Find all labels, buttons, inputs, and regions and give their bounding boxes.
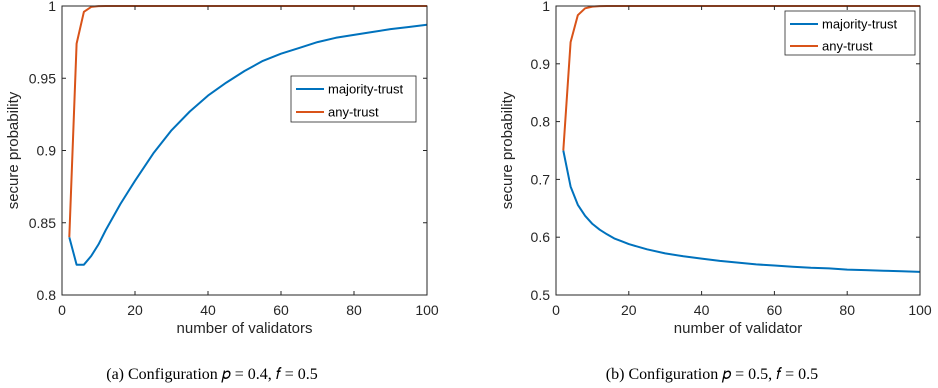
y-tick-label: 0.9: [37, 143, 57, 159]
chart-panel-a: 0 20 40 60 80 100 0.8 0.85 0.9 0.95 1 number of va…: [5, 0, 439, 383]
y-tick-label: 0.8: [37, 287, 57, 303]
y-tick-label: 0.8: [531, 114, 551, 130]
y-tick-label: 0.9: [531, 56, 551, 72]
axes-box: [555, 5, 921, 296]
chart-panel-b: 0 20 40 60 80 100 0.5 0.6 0.7 0.8 0.9 1 number of v…: [499, 0, 932, 383]
legend-label-majority-trust: majority-trust: [328, 82, 404, 97]
x-tick-label: 80: [346, 302, 362, 318]
x-tick-label: 100: [415, 302, 439, 318]
y-tick-label: 0.95: [29, 70, 56, 86]
x-tick-label: 0: [552, 302, 560, 318]
plot-area: [62, 6, 427, 295]
x-tick-label: 40: [200, 302, 216, 318]
legend: majority-trust any-trust: [290, 75, 417, 123]
x-tick-label: 60: [767, 302, 783, 318]
x-tick-label: 20: [621, 302, 637, 318]
x-tick-label: 80: [839, 302, 855, 318]
y-axis-label: secure probability: [5, 91, 22, 209]
legend-label-majority-trust: majority-trust: [822, 17, 898, 32]
legend-label-any-trust: any-trust: [328, 105, 379, 120]
ticks: 0 20 40 60 80 100 0.8 0.85 0.9 0.95 1: [29, 0, 439, 318]
legend-box: [784, 10, 916, 56]
legend: majority-trust any-trust: [784, 10, 916, 56]
legend-label-any-trust: any-trust: [822, 39, 873, 54]
y-axis-label: secure probability: [499, 91, 516, 209]
y-tick-label: 1: [542, 0, 550, 14]
x-tick-label: 40: [694, 302, 710, 318]
x-tick-label: 0: [58, 302, 66, 318]
y-tick-label: 0.7: [531, 171, 551, 187]
x-tick-label: 100: [908, 302, 932, 318]
caption-a: (a) Configuration 𝑝 = 0.4, 𝑓 = 0.5: [106, 366, 318, 383]
series-line-majority-trust: [562, 150, 920, 273]
caption-b: (b) Configuration 𝑝 = 0.5, 𝑓 = 0.5: [606, 366, 818, 383]
y-tick-label: 0.85: [29, 215, 56, 231]
legend-box: [290, 75, 417, 123]
series-line-majority-trust: [68, 23, 427, 266]
x-tick-label: 20: [127, 302, 143, 318]
x-axis-label: number of validator: [674, 320, 802, 337]
x-tick-label: 60: [273, 302, 289, 318]
y-tick-label: 1: [48, 0, 56, 14]
ticks: 0 20 40 60 80 100 0.5 0.6 0.7 0.8 0.9 1: [531, 0, 932, 318]
y-tick-label: 0.6: [531, 229, 551, 245]
x-axis-label: number of validators: [177, 320, 313, 337]
y-tick-label: 0.5: [531, 287, 551, 303]
